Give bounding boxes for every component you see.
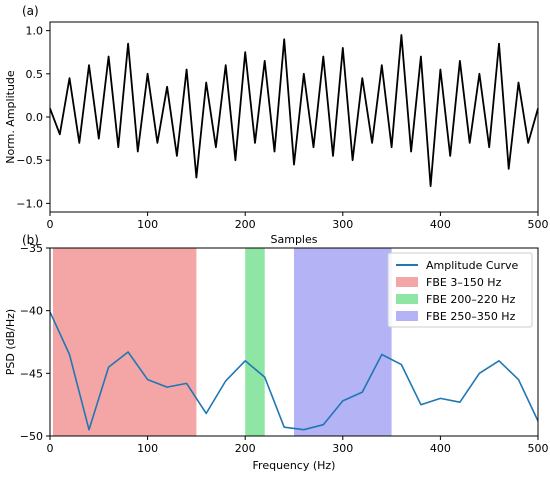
frequency-band-2	[294, 248, 392, 436]
panel-b-x-ticks: 0 100 200 300 400 500	[47, 436, 549, 455]
y-tick-label: −35	[20, 242, 43, 255]
legend-patch-swatch	[396, 277, 418, 287]
x-tick-label: 100	[137, 218, 158, 231]
panel-a-frame	[49, 21, 539, 213]
panel-b: (b) 0 100 200 300 400 500 −50 −45 −40 −35 Freque…	[4, 233, 549, 472]
panel-a-x-ticks: 0 100 200 300 400 500	[47, 212, 549, 231]
legend-label: FBE 250–350 Hz	[426, 310, 516, 323]
legend-box	[387, 252, 533, 328]
series-line-0	[49, 34, 539, 188]
x-tick-label: 500	[528, 442, 549, 455]
panel-b-legend: Amplitude Curve FBE 3–150 Hz FBE 200–220 H…	[387, 252, 533, 328]
legend-patch-swatch	[396, 311, 418, 321]
legend-label: FBE 200–220 Hz	[426, 293, 516, 306]
x-tick-label: 100	[137, 442, 158, 455]
x-tick-label: 0	[47, 218, 54, 231]
y-tick-label: −0.5	[16, 154, 43, 167]
panel-a-plot	[49, 34, 539, 188]
panel-b-x-axis-label: Frequency (Hz)	[253, 459, 336, 472]
panel-b-y-axis-label: PSD (dB/Hz)	[4, 309, 17, 375]
panel-a-label: (a)	[22, 4, 39, 18]
panel-b-label: (b)	[22, 233, 39, 247]
y-tick-label: −45	[20, 367, 43, 380]
panel-b-plot	[49, 311, 539, 431]
x-tick-label: 300	[332, 218, 353, 231]
panel-b-bands	[52, 248, 392, 436]
y-tick-label: −1.0	[16, 197, 43, 210]
y-tick-label: 0.0	[26, 111, 44, 124]
panel-a-y-ticks: −1.0 −0.5 0.0 0.5 1.0	[16, 25, 50, 210]
y-tick-label: 1.0	[26, 25, 44, 38]
legend-patch-swatch	[396, 294, 418, 304]
x-tick-label: 400	[430, 218, 451, 231]
y-tick-label: 0.5	[26, 68, 44, 81]
panel-a-y-axis-label: Norm. Amplitude	[4, 70, 17, 164]
x-tick-label: 200	[235, 218, 256, 231]
y-tick-label: −50	[20, 430, 43, 443]
legend-label: Amplitude Curve	[426, 259, 519, 272]
x-tick-label: 200	[235, 442, 256, 455]
x-tick-label: 300	[332, 442, 353, 455]
panel-a-x-axis-label: Samples	[271, 233, 318, 246]
legend-label: FBE 3–150 Hz	[426, 276, 502, 289]
panel-a: (a) 0 100 200 300 400 500 −1.0 −0.5 0.0 0.5 1.0 S…	[4, 4, 549, 246]
series-line-0	[49, 311, 539, 431]
x-tick-label: 500	[528, 218, 549, 231]
panel-b-frame	[49, 247, 539, 437]
x-tick-label: 0	[47, 442, 54, 455]
frequency-band-1	[245, 248, 265, 436]
panel-b-y-ticks: −50 −45 −40 −35	[20, 242, 50, 443]
x-tick-label: 400	[430, 442, 451, 455]
y-tick-label: −40	[20, 305, 43, 318]
frequency-band-0	[52, 248, 197, 436]
